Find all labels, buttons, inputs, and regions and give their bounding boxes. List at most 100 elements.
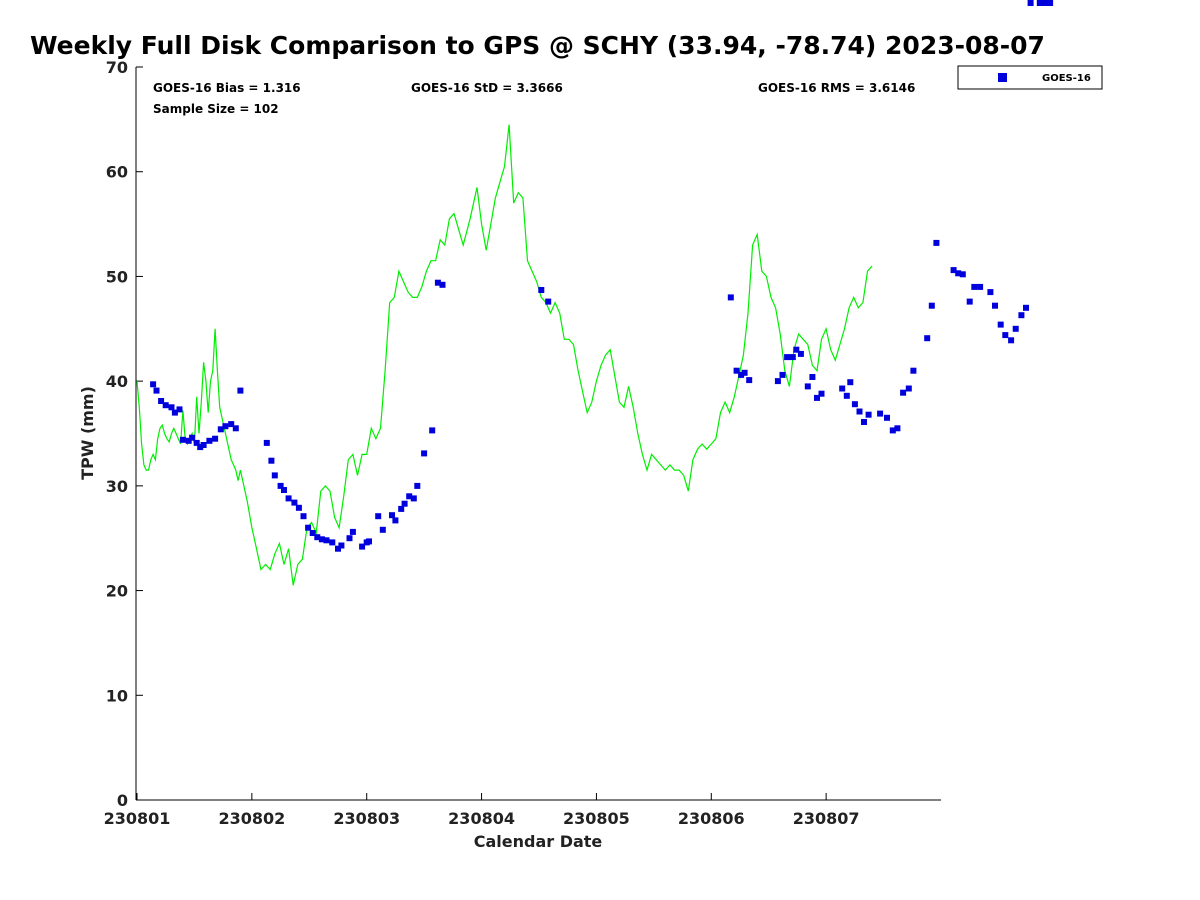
goes16-point [894,425,901,432]
std-stat: GOES-16 StD = 3.3666 [411,81,563,95]
goes16-point [997,321,1004,328]
goes16-point [189,434,196,441]
goes16-point [429,427,436,434]
goes16-point [971,283,978,290]
goes16-point [839,385,846,392]
goes16-point [977,283,984,290]
goes16-point [379,526,386,533]
goes16-point [924,335,931,342]
goes16-point [338,542,345,549]
x-tick-label: 230801 [104,809,171,828]
goes16-point [1008,337,1015,344]
goes16-point [814,394,820,401]
goes16-point [285,495,292,502]
goes16-point [877,410,884,417]
goes16-point [865,411,872,418]
goes16-point [271,472,278,479]
goes16-point [200,442,207,448]
goes16-point [168,404,175,411]
goes16-point [928,302,935,309]
goes16-point [1023,304,1029,311]
plot-content [136,0,1054,586]
goes16-point [232,425,239,432]
goes16-point [335,545,341,552]
goes16-point [375,513,382,520]
goes16-point [228,421,235,428]
y-tick-label: 50 [106,267,128,286]
goes16-point [237,387,244,394]
goes16-point [434,279,441,286]
goes16-point [314,534,321,541]
goes16-point [171,409,178,416]
y-axis-label: TPW (mm) [78,386,97,480]
goes16-point [779,371,786,378]
goes16-point [797,350,804,357]
sample-size-stat: Sample Size = 102 [153,102,279,116]
legend-label-goes16: GOES-16 [1042,73,1091,84]
goes16-point [910,367,917,374]
goes16-point [410,495,417,502]
x-tick-label: 230802 [218,809,285,828]
x-tick-label: 230804 [448,809,515,828]
goes16-point [323,537,330,544]
goes16-point [318,536,325,543]
goes16-point [774,378,781,385]
goes16-point [741,369,748,376]
goes16-point [295,504,302,511]
y-tick-label: 40 [106,372,128,391]
goes16-point [300,513,307,520]
goes16-point [222,423,229,430]
y-tick-label: 20 [106,582,128,601]
goes16-point [277,482,284,489]
goes16-point [206,437,213,444]
goes16-point [401,500,408,507]
goes16-point [158,398,165,404]
goes16-point [197,444,204,451]
goes16-point [309,530,316,536]
goes16-point [905,385,912,392]
goes16-point [150,381,157,388]
goes16-point [784,354,791,361]
goes16-point [185,437,192,444]
goes16-point [804,383,811,390]
goes16-point [843,392,850,399]
goes16-point [856,408,863,415]
goes16-point [889,427,896,434]
goes16-point [281,487,287,493]
y-tick-label: 30 [106,477,128,496]
goes16-point [884,414,890,421]
goes16-point [789,354,796,361]
x-tick-label: 230805 [563,809,630,828]
goes16-point [738,371,745,378]
goes16-point [153,387,160,394]
goes16-point [987,289,994,296]
legend-marker-goes16 [998,73,1007,82]
goes16-point [349,528,356,535]
bias-stat: GOES-16 Bias = 1.316 [153,81,301,95]
goes16-point [162,402,169,409]
goes16-point [851,401,858,408]
goes16-point [727,294,734,301]
legend: GOES-16 [957,65,1103,90]
y-tick-label: 0 [117,791,128,810]
y-tick-label: 70 [106,58,128,77]
x-axis-label: Calendar Date [474,832,603,851]
goes16-point [1042,0,1049,6]
goes16-point [406,493,413,500]
goes16-point [268,457,275,464]
y-ticks: 0 10 20 30 40 50 60 70 [106,58,143,810]
goes16-point [1002,332,1009,339]
goes16-point [793,346,800,353]
plot-area [136,67,941,800]
goes16-point [366,538,372,545]
goes16-point [809,374,816,380]
goes16-point [933,239,940,246]
goes16-point [217,426,224,433]
goes16-point [193,439,200,446]
legend-box [957,65,1103,90]
goes16-point [392,517,399,524]
goes16-point [1012,325,1019,332]
goes16-point [992,302,998,309]
goes16-point [439,281,446,288]
goes16-point [966,298,973,305]
